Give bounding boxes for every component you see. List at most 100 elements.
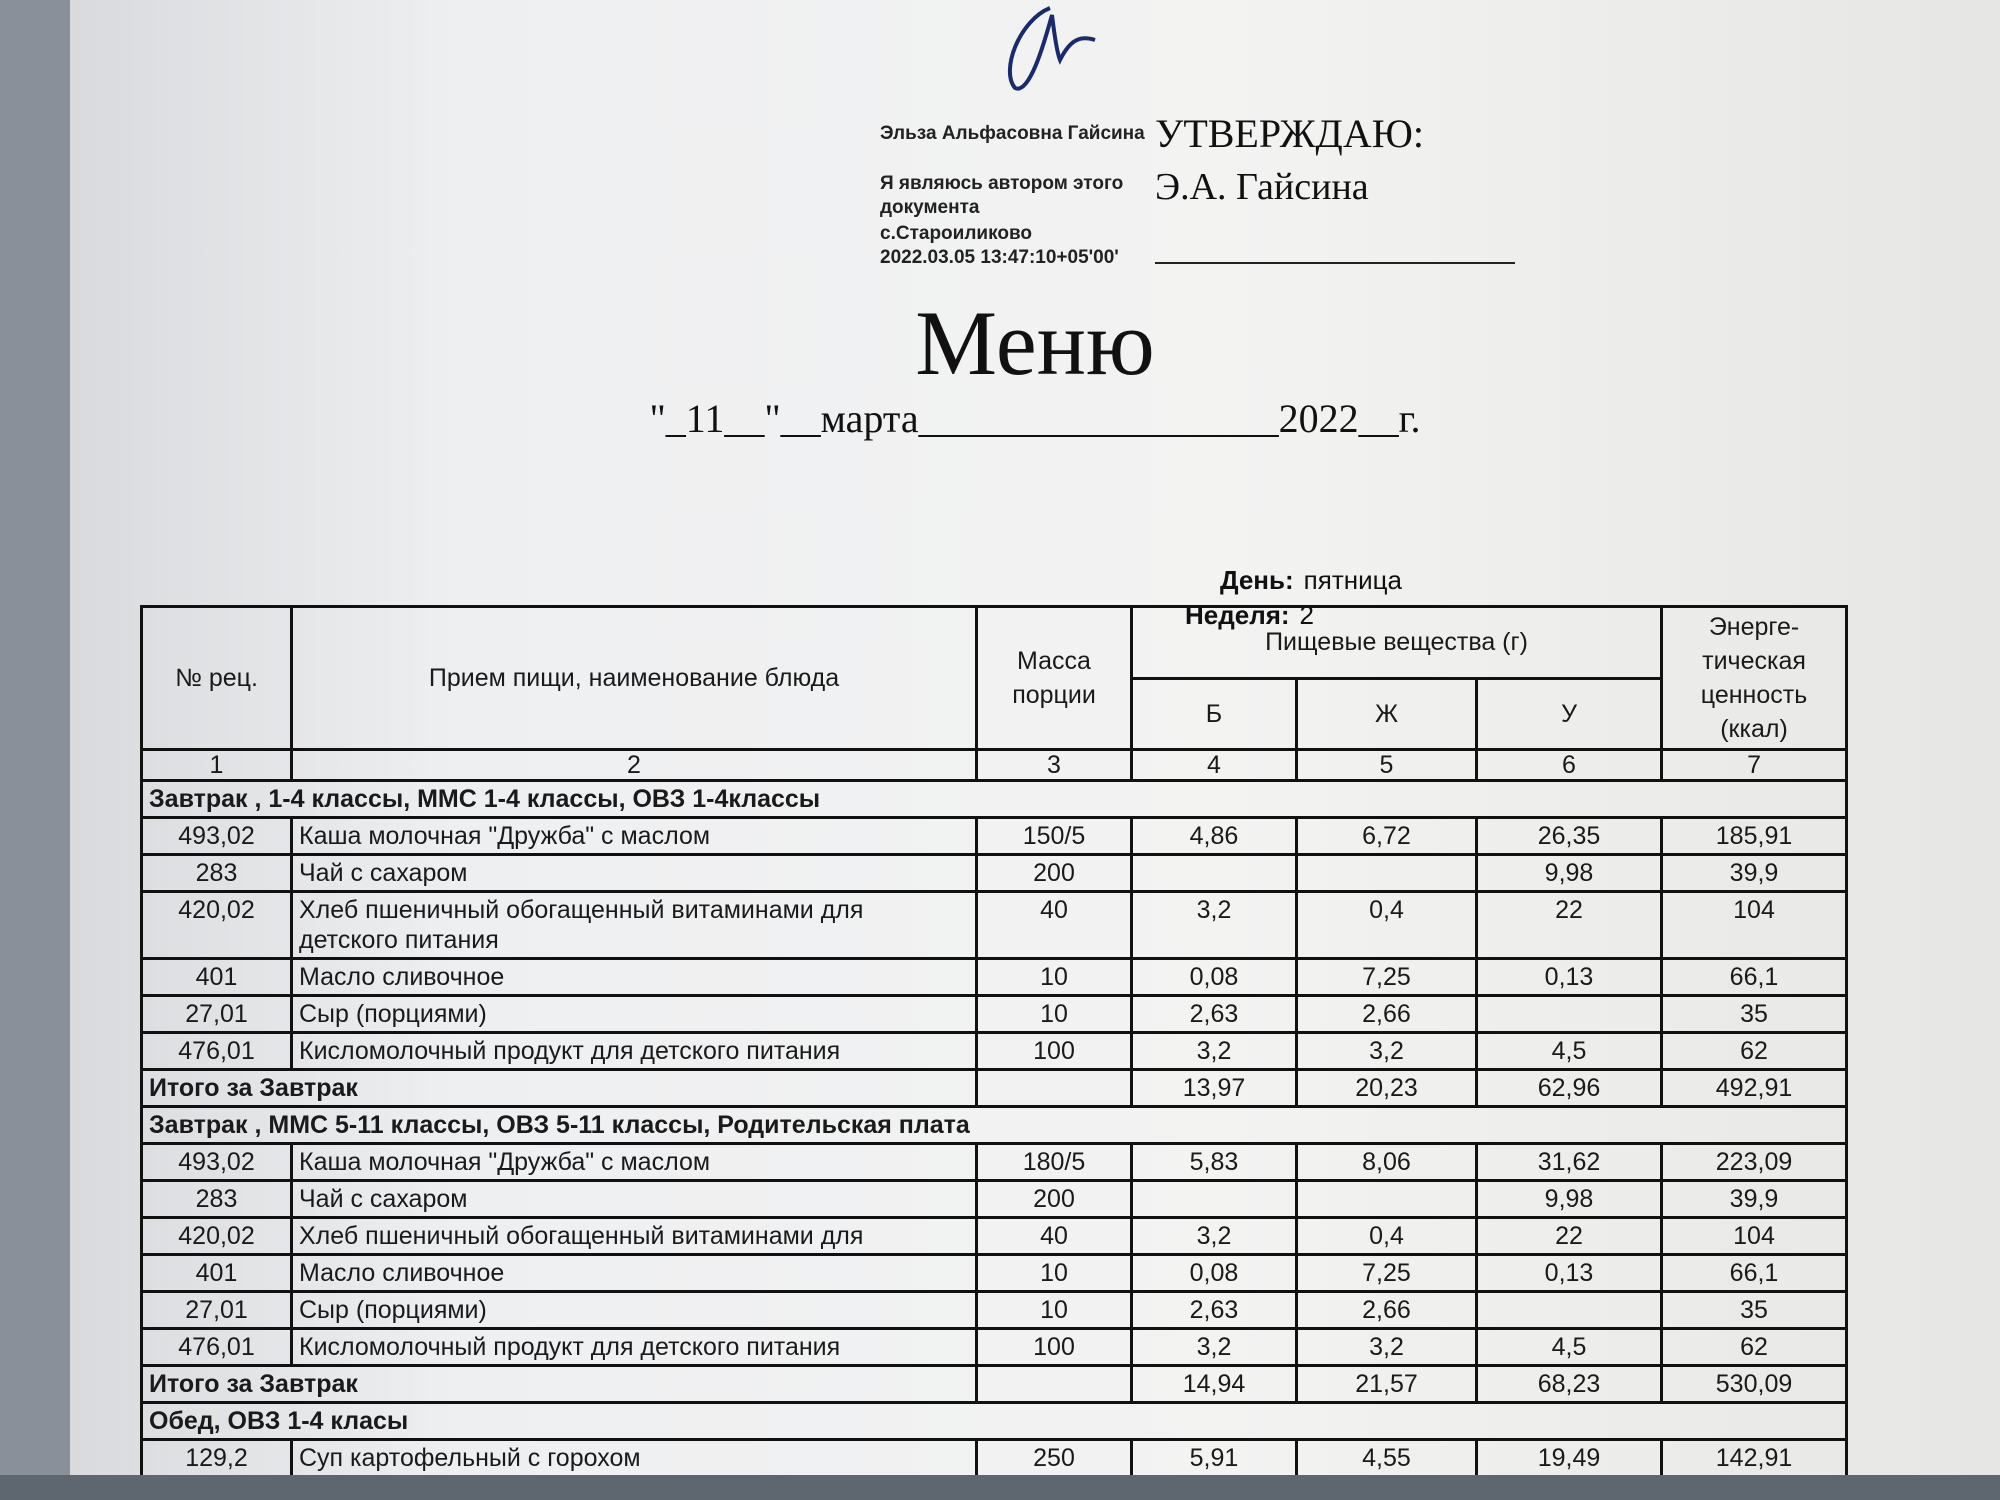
- carbs: 4,5: [1474, 1327, 1664, 1367]
- header-protein: Б: [1130, 676, 1298, 751]
- header-fat: Ж: [1295, 676, 1478, 751]
- protein: [1130, 1179, 1298, 1219]
- day-line: День: пятница: [1220, 565, 1402, 596]
- protein: 5,83: [1130, 1142, 1298, 1182]
- recipe-number: 283: [140, 1179, 293, 1219]
- dish-name: Масло сливочное: [290, 1253, 978, 1293]
- fat: 7,25: [1295, 1253, 1478, 1293]
- energy: 39,9: [1660, 1179, 1849, 1219]
- protein: 0,08: [1130, 1253, 1298, 1293]
- carbs: 22: [1474, 890, 1664, 960]
- dish-name: Каша молочная "Дружба" с маслом: [290, 1142, 978, 1182]
- protein: 4,86: [1130, 816, 1298, 856]
- column-number: 5: [1295, 748, 1478, 782]
- section-title: Завтрак , ММС 5-11 классы, ОВЗ 5-11 клас…: [139, 1105, 1849, 1145]
- header-dish: Прием пищи, наименование блюда: [290, 605, 978, 751]
- dish-name: Каша молочная "Дружба" с маслом: [290, 816, 978, 856]
- fat: 6,72: [1295, 816, 1478, 856]
- day-value: пятница: [1303, 565, 1402, 595]
- dish-name: Суп картофельный с горохом: [290, 1438, 978, 1475]
- protein: [1130, 853, 1298, 893]
- recipe-number: 283: [140, 853, 293, 893]
- total-carbs: 62,96: [1474, 1068, 1664, 1108]
- total-protein: 13,97: [1130, 1068, 1298, 1108]
- portion-mass: 250: [975, 1438, 1133, 1475]
- signature-name: Эльза Альфасовна Гайсина: [880, 123, 1145, 144]
- dish-name: Кисломолочный продукт для детского питан…: [290, 1031, 978, 1071]
- table-row: Итого за Завтрак 13,97 20,23 62,96 492,91: [140, 1068, 1849, 1108]
- table-body: 1 2 3 4 5 6 7 Завтрак , 1-4 классы, ММС 1-4 кла…: [139, 748, 1849, 1475]
- approval-name: Э.А. Гайсина: [1155, 166, 1369, 208]
- recipe-number: 493,02: [140, 1142, 293, 1182]
- recipe-number: 420,02: [140, 890, 293, 960]
- dish-name: Сыр (порциями): [290, 1290, 978, 1330]
- table-row: 283 Чай с сахаром 200 9,98 39,9: [140, 1179, 1849, 1219]
- dish-name: Кисломолочный продукт для детского питан…: [290, 1327, 978, 1367]
- total-carbs: 68,23: [1474, 1364, 1664, 1404]
- recipe-number: 401: [140, 957, 293, 997]
- fat: 3,2: [1295, 1327, 1478, 1367]
- total-mass: [975, 1364, 1133, 1404]
- energy: 223,09: [1660, 1142, 1849, 1182]
- carbs: [1474, 1290, 1664, 1330]
- dish-name: Хлеб пшеничный обогащенный витаминами дл…: [290, 1216, 978, 1256]
- header-energy: Энерге-тическая ценность (ккал): [1660, 605, 1849, 751]
- dish-name: Чай с сахаром: [290, 853, 978, 893]
- header-mass: Масса порции: [975, 605, 1133, 751]
- fat: [1295, 853, 1478, 893]
- energy: 62: [1660, 1031, 1849, 1071]
- recipe-number: 420,02: [140, 1216, 293, 1256]
- fat: 8,06: [1295, 1142, 1478, 1182]
- document-title: Меню: [915, 292, 1155, 394]
- energy: 104: [1660, 1216, 1849, 1256]
- energy: 66,1: [1660, 957, 1849, 997]
- total-mass: [975, 1068, 1133, 1108]
- fat: 7,25: [1295, 957, 1478, 997]
- table-row: 420,02 Хлеб пшеничный обогащенный витамин…: [140, 890, 1849, 960]
- column-number: 7: [1660, 748, 1849, 782]
- dish-name: Сыр (порциями): [290, 994, 978, 1034]
- energy: 66,1: [1660, 1253, 1849, 1293]
- table-row: 493,02 Каша молочная "Дружба" с маслом 150…: [140, 816, 1849, 856]
- portion-mass: 100: [975, 1031, 1133, 1071]
- recipe-number: 27,01: [140, 1290, 293, 1330]
- protein: 3,2: [1130, 890, 1298, 960]
- dish-name: Хлеб пшеничный обогащенный витаминами дл…: [290, 890, 978, 960]
- fat: [1295, 1179, 1478, 1219]
- table-row: 401 Масло сливочное 10 0,08 7,25 0,13 66,1: [140, 957, 1849, 997]
- protein: 2,63: [1130, 1290, 1298, 1330]
- document-page: Эльза Альфасовна Гайсина Я являюсь автор…: [70, 0, 2000, 1475]
- fat: 0,4: [1295, 890, 1478, 960]
- signature-statement: Я являюсь автором этого документа: [880, 173, 1124, 218]
- total-label: Итого за Завтрак: [140, 1068, 978, 1108]
- section-title: Обед, ОВЗ 1-4 класы: [139, 1401, 1849, 1441]
- table-row: Завтрак , 1-4 классы, ММС 1-4 классы, ОВ…: [139, 779, 1849, 819]
- day-label: День:: [1220, 565, 1294, 595]
- portion-mass: 10: [975, 1253, 1133, 1293]
- portion-mass: 200: [975, 853, 1133, 893]
- total-fat: 21,57: [1295, 1364, 1478, 1404]
- table-row: Итого за Завтрак 14,94 21,57 68,23 530,09: [140, 1364, 1849, 1404]
- fat: 2,66: [1295, 1290, 1478, 1330]
- header-carbs: У: [1474, 676, 1664, 751]
- portion-mass: 100: [975, 1327, 1133, 1367]
- column-number: 4: [1130, 748, 1298, 782]
- table-row: Обед, ОВЗ 1-4 класы: [139, 1401, 1849, 1441]
- table-row: 129,2 Суп картофельный с горохом 250 5,91 4,…: [140, 1438, 1849, 1475]
- column-number: 3: [975, 748, 1133, 782]
- carbs: 19,49: [1474, 1438, 1664, 1475]
- signature-timestamp: 2022.03.05 13:47:10+05'00': [880, 247, 1119, 268]
- table-row: 493,02 Каша молочная "Дружба" с маслом 180…: [140, 1142, 1849, 1182]
- fat: 2,66: [1295, 994, 1478, 1034]
- carbs: 0,13: [1474, 957, 1664, 997]
- carbs: 22: [1474, 1216, 1664, 1256]
- recipe-number: 129,2: [140, 1438, 293, 1475]
- header-number: № рец.: [140, 605, 293, 751]
- recipe-number: 493,02: [140, 816, 293, 856]
- energy: 104: [1660, 890, 1849, 960]
- recipe-number: 476,01: [140, 1327, 293, 1367]
- table-row: Завтрак , ММС 5-11 классы, ОВЗ 5-11 клас…: [139, 1105, 1849, 1145]
